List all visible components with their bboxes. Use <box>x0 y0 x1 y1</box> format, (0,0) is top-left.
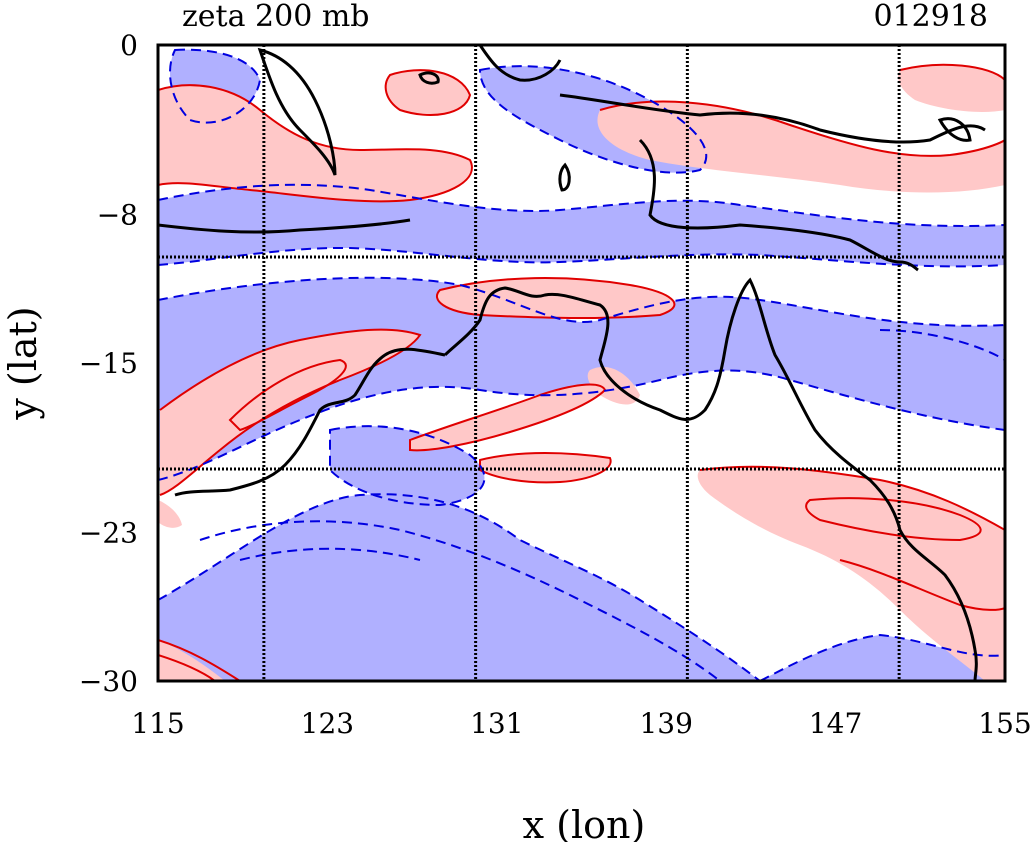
y-axis-label: y (lat) <box>1 306 45 420</box>
pos-band-center-south <box>410 384 605 451</box>
pos-patch-top-center <box>385 70 470 115</box>
x-tick-label: 115 <box>131 707 184 740</box>
x-axis-label: x (lon) <box>523 803 646 842</box>
coast-borneo-west <box>257 47 337 176</box>
pos-band-northeast <box>597 101 1005 193</box>
coast-sulawesi <box>558 162 571 192</box>
pos-patch-sw-corner <box>158 640 225 681</box>
coastlines <box>158 45 986 681</box>
x-tick-label: 147 <box>809 707 862 740</box>
pos-band-west-inner <box>230 360 346 430</box>
x-tick-label: 139 <box>639 707 692 740</box>
coast-small-island <box>418 71 440 85</box>
coast-australia-west <box>174 347 446 497</box>
chart-timestamp: 012918 <box>873 0 988 34</box>
plot-area <box>158 45 1005 681</box>
neg-patch-east <box>876 330 1005 430</box>
negative-contours <box>158 48 1005 681</box>
neg-band-north <box>158 184 1005 267</box>
pos-region-southeast <box>697 466 1005 681</box>
x-tick-label: 155 <box>978 707 1031 740</box>
x-tick-label: 131 <box>470 707 523 740</box>
pos-patch-west-edge <box>158 500 182 528</box>
x-tick-label: 123 <box>301 707 354 740</box>
y-axis: 0 −8 −15 −23 −30 <box>79 29 138 698</box>
chart-title: zeta 200 mb <box>182 0 370 34</box>
pos-band-west-diagonal <box>160 329 420 495</box>
coast-java <box>158 218 411 234</box>
y-tick-label: 0 <box>120 29 138 62</box>
x-axis: 115 123 131 139 147 155 <box>131 707 1031 740</box>
y-tick-label: −23 <box>79 517 138 550</box>
neg-region-south <box>158 494 760 681</box>
neg-region-southeast <box>760 635 1005 681</box>
pos-patch-mid-south <box>480 453 611 483</box>
pos-patch-ne-corner <box>898 64 1005 112</box>
coast-australia-north <box>443 277 978 681</box>
graticule <box>158 45 1005 681</box>
y-tick-label: −8 <box>97 199 138 232</box>
neg-band-central <box>158 277 1005 480</box>
coast-timor <box>937 117 972 142</box>
plot-frame <box>156 43 1007 683</box>
coast-islands-north <box>478 45 562 82</box>
y-tick-label: −30 <box>79 665 138 698</box>
y-tick-label: −15 <box>79 347 138 380</box>
coast-new-guinea-north <box>559 93 986 144</box>
pos-band-carpentaria <box>436 278 675 319</box>
